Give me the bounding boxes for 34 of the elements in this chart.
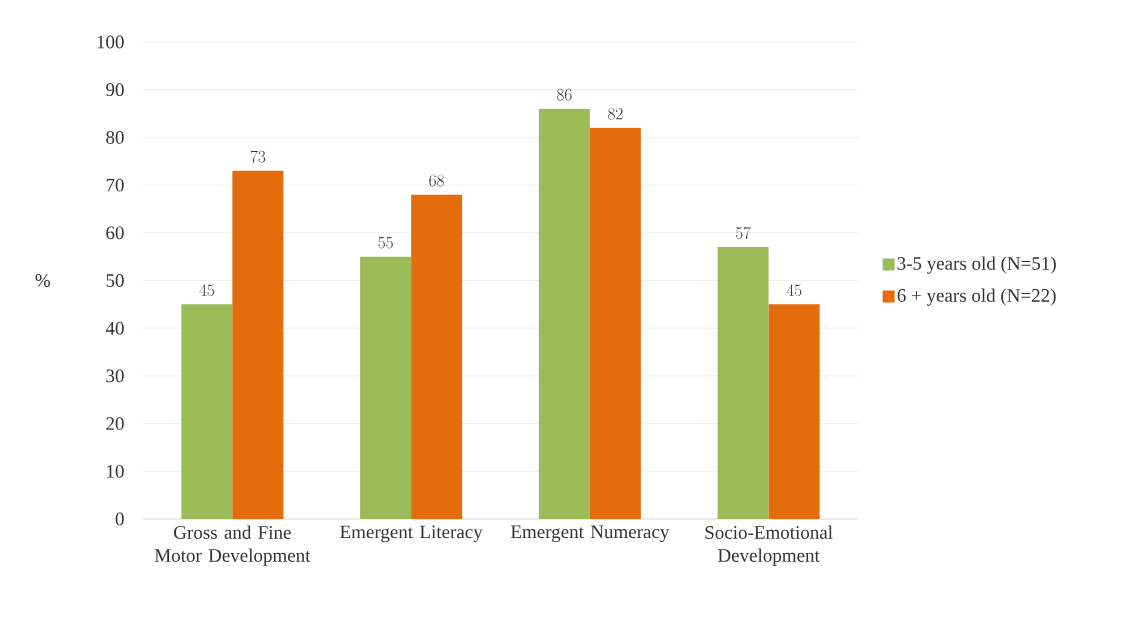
- data-label: 55: [378, 236, 393, 249]
- bar: [181, 304, 233, 519]
- y-tick-label: 60: [106, 226, 124, 240]
- y-tick-label: 30: [106, 369, 124, 383]
- y-tick-label: 80: [106, 130, 124, 144]
- legend-label: 6 + years old (N=22): [897, 288, 1056, 306]
- y-tick-label: 50: [106, 274, 124, 287]
- data-label: 82: [608, 107, 623, 120]
- bar: [589, 127, 641, 519]
- data-label: 68: [429, 174, 444, 187]
- y-tick-label: 90: [106, 83, 124, 97]
- y-axis-title: %: [35, 274, 51, 287]
- bar: [717, 247, 769, 519]
- y-tick-label: 0: [115, 512, 124, 526]
- y-tick-label: 20: [106, 417, 124, 430]
- bar: [768, 304, 820, 519]
- x-tick-label: Gross and Fine Motor Development: [154, 525, 311, 566]
- data-label: 86: [557, 88, 572, 101]
- y-tick-label: 70: [106, 178, 124, 192]
- y-tick-label: 100: [97, 35, 124, 49]
- x-tick-label: Emergent Literacy: [340, 525, 483, 543]
- data-label: 57: [735, 226, 751, 239]
- bar: [232, 170, 284, 519]
- bar: [411, 194, 463, 519]
- x-tick-label: Socio-Emotional Development: [705, 525, 833, 566]
- data-label: 45: [786, 284, 802, 297]
- y-tick-label: 40: [105, 321, 124, 335]
- bar: [538, 108, 590, 519]
- bar: [360, 256, 412, 519]
- data-label: 45: [199, 284, 215, 297]
- data-label: 73: [250, 150, 266, 163]
- legend-label: 3-5 years old (N=51): [897, 256, 1056, 274]
- x-tick-label: Emergent Numeracy: [510, 525, 670, 543]
- y-tick-label: 10: [107, 464, 124, 478]
